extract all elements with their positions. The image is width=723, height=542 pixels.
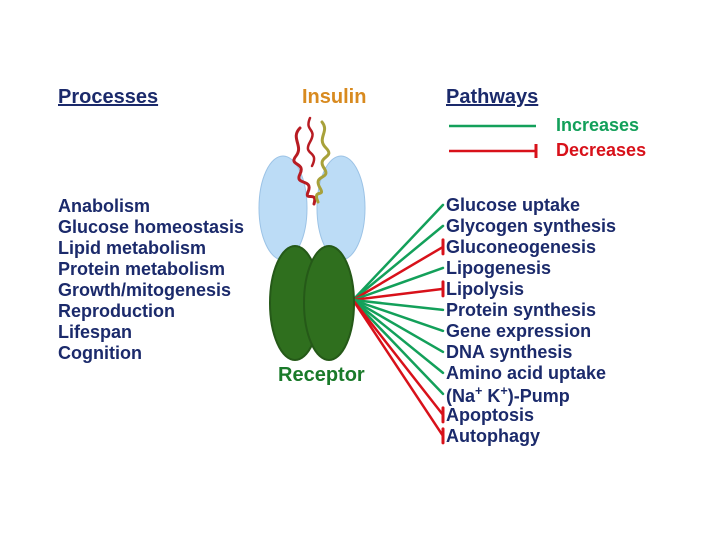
process-item: Lifespan (58, 322, 132, 343)
process-item: Protein metabolism (58, 259, 225, 280)
pathways-heading: Pathways (446, 86, 538, 109)
process-item: Cognition (58, 343, 142, 364)
pathway-item: Glycogen synthesis (446, 216, 616, 237)
insulin-label: Insulin (302, 86, 366, 109)
pathway-item: Gene expression (446, 321, 591, 342)
pathway-item: Glucose uptake (446, 195, 580, 216)
pathway-item: Gluconeogenesis (446, 237, 596, 258)
process-item: Lipid metabolism (58, 238, 206, 259)
legend-increases: Increases (556, 115, 639, 136)
process-item: Reproduction (58, 301, 175, 322)
pathway-item: Lipogenesis (446, 258, 551, 279)
processes-heading: Processes (58, 86, 158, 109)
pathway-item: (Na+ K+)-Pump (446, 384, 570, 407)
process-item: Glucose homeostasis (58, 217, 244, 238)
pathway-item: Lipolysis (446, 279, 524, 300)
receptor-label: Receptor (278, 364, 365, 387)
pathway-item: Protein synthesis (446, 300, 596, 321)
pathway-item: Autophagy (446, 426, 540, 447)
legend-decreases: Decreases (556, 140, 646, 161)
pathway-item: Apoptosis (446, 405, 534, 426)
text-layer: Processes Pathways Insulin Receptor Increase… (0, 0, 723, 542)
pathway-item: DNA synthesis (446, 342, 572, 363)
process-item: Anabolism (58, 196, 150, 217)
pathway-item: Amino acid uptake (446, 363, 606, 384)
process-item: Growth/mitogenesis (58, 280, 231, 301)
